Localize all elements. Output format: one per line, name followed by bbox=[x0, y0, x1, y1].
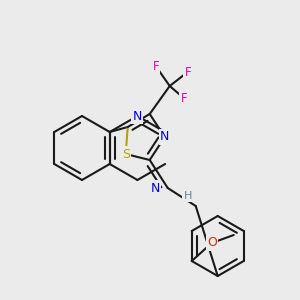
Text: F: F bbox=[180, 92, 187, 104]
Text: F: F bbox=[184, 65, 191, 79]
Text: N: N bbox=[160, 130, 169, 143]
Text: O: O bbox=[207, 236, 217, 250]
Text: F: F bbox=[152, 59, 159, 73]
Text: N: N bbox=[150, 182, 160, 194]
Text: H: H bbox=[184, 191, 192, 201]
Text: N: N bbox=[133, 110, 142, 122]
Text: S: S bbox=[122, 148, 130, 160]
